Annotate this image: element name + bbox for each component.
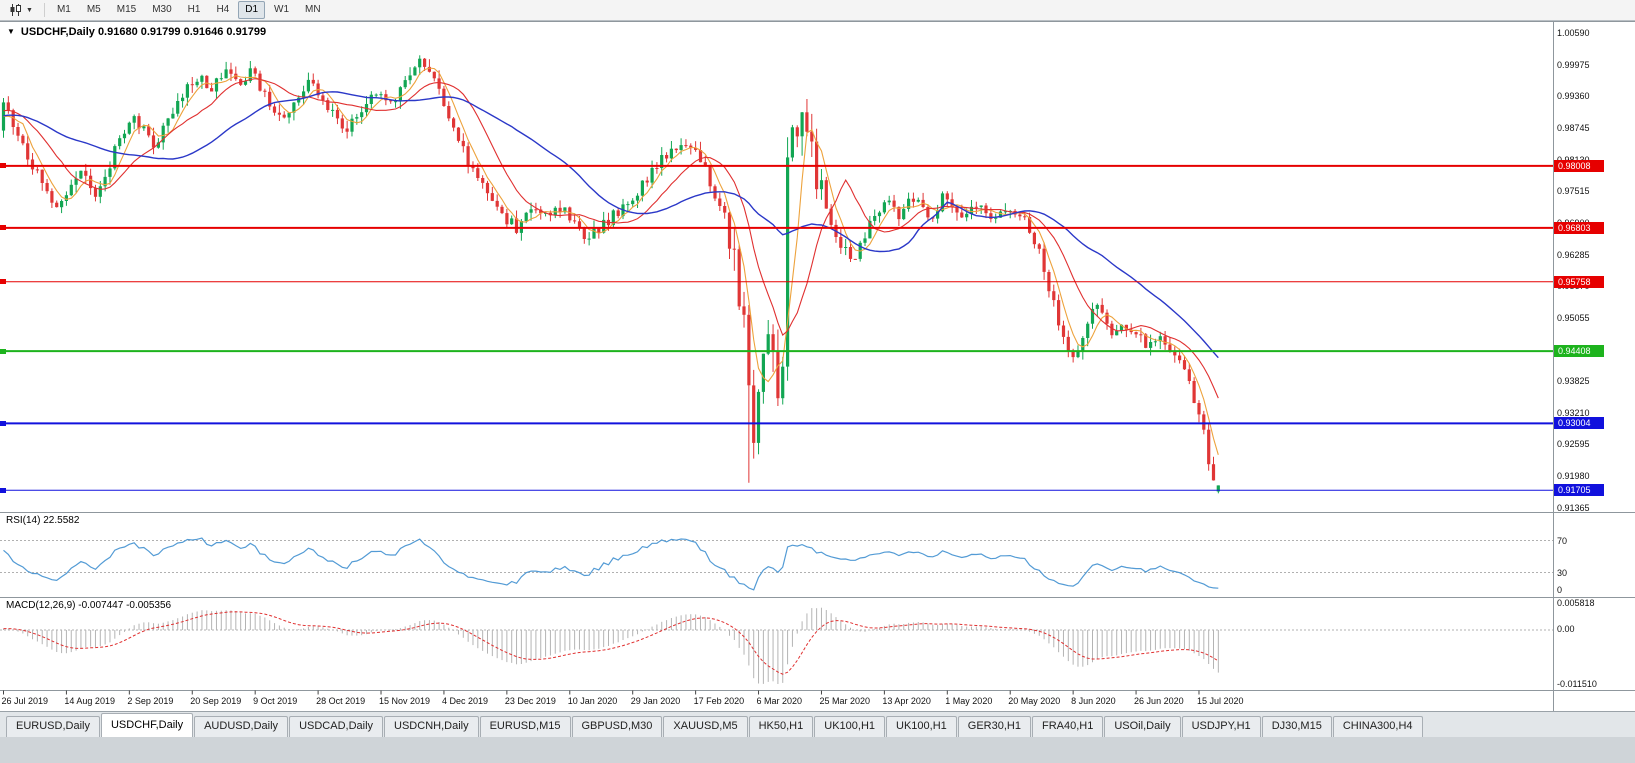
chart-tab-usdjpy-h1[interactable]: USDJPY,H1 [1181,716,1261,737]
date-axis-label: 26 Jul 2019 [1,696,49,706]
chart-tab-usdcad-daily[interactable]: USDCAD,Daily [289,716,384,737]
price-tag: 0.96803 [1554,221,1604,234]
price-tag: 0.93004 [1554,417,1604,430]
date-axis-label: 4 Dec 2019 [441,696,488,706]
bottom-strip [0,737,1635,763]
chart-tab-fra40-h1[interactable]: FRA40,H1 [1031,716,1104,737]
price-axis-label: 0.91365 [1557,502,1590,513]
timeframes-toolbar: ▼ M1 M5 M15 M30 H1 H4 D1 W1 MN [0,0,1635,21]
chart-tab-audusd-daily[interactable]: AUDUSD,Daily [194,716,289,737]
timeframe-button-m30[interactable]: M30 [152,4,172,15]
timeframe-button-w1[interactable]: W1 [274,4,290,15]
macd-level-label: -0.011510 [1557,679,1597,689]
date-axis-label: 8 Jun 2020 [1071,696,1116,706]
chart-type-button[interactable]: ▼ [4,2,38,18]
price-axis-label: 0.95055 [1557,312,1590,323]
date-axis-label: 29 Jan 2020 [630,696,681,706]
hline-left-marker [0,348,6,354]
toolbar-separator [43,3,45,17]
chart-tab-uk100-h1[interactable]: UK100,H1 [886,716,957,737]
chart-tab-eurusd-daily[interactable]: EURUSD,Daily [6,716,100,737]
date-axis-label: 25 Mar 2020 [819,696,870,706]
timeframe-button-h1[interactable]: H1 [187,4,201,15]
chart-tab-ger30-h1[interactable]: GER30,H1 [957,716,1031,737]
chart-area[interactable] [0,21,1635,711]
date-axis-label: 2 Sep 2019 [127,696,174,706]
price-tag: 0.95758 [1554,275,1604,288]
chart-menu-arrow[interactable]: ▼ [7,27,15,36]
price-axis-label: 0.93210 [1557,407,1590,418]
chart-tab-usoil-daily[interactable]: USOil,Daily [1104,716,1181,737]
chart-tab-xauusd-m5[interactable]: XAUUSD,M5 [663,716,748,737]
date-axis-label: 13 Apr 2020 [882,696,931,706]
macd-label: MACD(12,26,9) -0.007447 -0.005356 [6,600,172,611]
price-tag: 0.94408 [1554,345,1604,358]
hline-left-marker [0,420,6,426]
date-axis-label: 9 Oct 2019 [253,696,298,706]
price-axis-label: 0.98745 [1557,122,1590,133]
date-axis-label: 6 Mar 2020 [756,696,803,706]
timeframe-button-d1[interactable]: D1 [238,1,266,19]
chart-tab-dj30-m15[interactable]: DJ30,M15 [1261,716,1332,737]
date-axis-label: 20 Sep 2019 [190,696,242,706]
date-axis-label: 15 Nov 2019 [379,696,431,706]
chart-ohlc-text: USDCHF,Daily 0.91680 0.91799 0.91646 0.9… [20,26,267,38]
candlestick-chart-icon [10,4,21,16]
chart-tab-usdcnh-daily[interactable]: USDCNH,Daily [384,716,479,737]
date-axis-label: 28 Oct 2019 [316,696,366,706]
date-axis-label: 23 Dec 2019 [504,696,556,706]
rsi-level-label: 0 [1557,585,1563,595]
timeframe-button-m1[interactable]: M1 [56,4,71,15]
macd-level-label: 0.00 [1557,624,1575,634]
chart-tab-hk50-h1[interactable]: HK50,H1 [748,716,814,737]
chart-tab-gbpusd-m30[interactable]: GBPUSD,M30 [571,716,663,737]
timeframe-button-m15[interactable]: M15 [116,4,137,15]
timeframe-button-m5[interactable]: M5 [86,4,101,15]
timeframe-buttons: M1 M5 M15 M30 H1 H4 D1 W1 MN [49,1,329,19]
price-tag: 0.91705 [1554,484,1604,497]
price-axis-label: 0.99360 [1557,91,1590,102]
timeframe-button-mn[interactable]: MN [305,4,321,15]
chart-tab-usdchf-daily[interactable]: USDCHF,Daily [100,713,194,737]
price-tag: 0.98008 [1554,159,1604,172]
hline-left-marker [0,487,6,493]
chart-tabs-bar: EURUSD,Daily USDCHF,Daily AUDUSD,Daily USDC… [0,711,1635,737]
chevron-down-icon: ▼ [26,6,33,14]
macd-level-label: 0.005818 [1557,598,1595,608]
price-axis-label: 0.93825 [1557,376,1590,387]
price-axis-label: 0.99975 [1557,59,1590,70]
hline-left-marker [0,279,6,285]
price-axis-label: 0.98130 [1557,155,1590,165]
timeframe-button-h4[interactable]: H4 [216,4,230,15]
date-axis-label: 26 Jun 2020 [1134,696,1184,706]
date-axis-label: 17 Feb 2020 [693,696,745,706]
price-axis-label: 0.92595 [1557,439,1590,450]
hline-left-marker [0,163,6,169]
price-axis-label: 1.00590 [1557,28,1590,38]
rsi-level-label: 70 [1557,535,1568,546]
price-axis-label: 0.91980 [1557,471,1590,482]
hline-left-marker [0,225,6,231]
chart-tab-uk100-h1[interactable]: UK100,H1 [814,716,886,737]
price-axis-label: 0.96285 [1557,249,1590,260]
chart-tab-eurusd-m15[interactable]: EURUSD,M15 [479,716,571,737]
chart-title: ▼ USDCHF,Daily 0.91680 0.91799 0.91646 0.… [7,26,266,38]
date-axis-label: 20 May 2020 [1008,696,1061,706]
date-axis-label: 10 Jan 2020 [567,696,618,706]
rsi-level-label: 30 [1557,567,1568,578]
price-axis-label: 0.97515 [1557,186,1590,197]
date-axis-label: 15 Jul 2020 [1196,696,1244,706]
chart-tab-china300-h4[interactable]: CHINA300,H4 [1332,716,1423,737]
rsi-label: RSI(14) 22.5582 [6,515,80,526]
date-axis-label: 1 May 2020 [945,696,993,706]
date-axis-label: 14 Aug 2019 [64,696,115,706]
